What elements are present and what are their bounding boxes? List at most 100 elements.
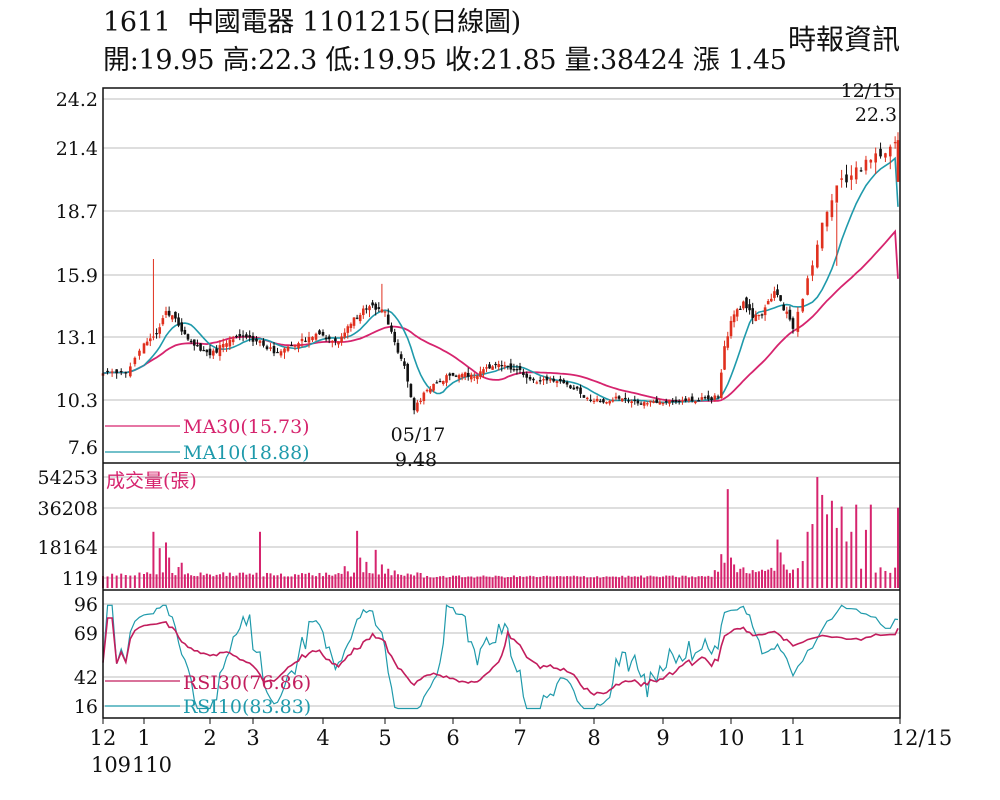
candle-body xyxy=(595,398,599,402)
volume-bar xyxy=(704,576,707,588)
volume-bar xyxy=(442,575,445,588)
volume-bar xyxy=(535,577,538,588)
candle-body xyxy=(611,399,615,402)
volume-bar xyxy=(665,575,668,588)
candle-body xyxy=(512,369,516,371)
candle xyxy=(352,317,356,329)
low-date-label: 05/17 xyxy=(391,424,446,446)
candle xyxy=(850,165,853,190)
volume-bar xyxy=(248,573,251,588)
panel-frames xyxy=(102,87,901,719)
candle-body xyxy=(272,346,276,354)
candle xyxy=(192,339,196,351)
candle xyxy=(346,324,350,339)
candle xyxy=(515,364,519,375)
candle-body xyxy=(324,337,328,340)
volume-bar xyxy=(726,489,729,588)
stock-code: 1611 xyxy=(103,7,171,38)
candle xyxy=(377,302,381,312)
candle-body xyxy=(457,375,461,379)
volume-bar xyxy=(455,575,458,588)
candle-body xyxy=(167,310,171,316)
candle xyxy=(545,374,549,384)
candle-body xyxy=(869,159,873,163)
candle xyxy=(314,332,318,342)
candle-body xyxy=(231,339,235,343)
candle xyxy=(218,340,222,361)
rsi-y-tick: 42 xyxy=(74,667,98,689)
rsi10-legend: RSI10(83.83) xyxy=(183,696,311,718)
candle-body xyxy=(148,338,152,342)
candle xyxy=(697,397,700,402)
volume-bar xyxy=(633,576,636,588)
candle-body xyxy=(208,348,212,356)
candle xyxy=(624,392,627,404)
volume-bar xyxy=(297,574,300,588)
candle-body xyxy=(791,318,795,329)
volume-bar xyxy=(640,575,643,588)
volume-bar xyxy=(158,548,161,588)
candle xyxy=(751,302,754,325)
candle-body xyxy=(763,307,767,316)
volume-bar xyxy=(259,531,261,588)
candle xyxy=(830,193,834,221)
volume-bar xyxy=(569,576,572,588)
volume-bar xyxy=(432,577,435,588)
candle xyxy=(552,375,555,383)
change-value: 1.45 xyxy=(727,45,787,76)
candle-body xyxy=(304,340,307,342)
volume-bar xyxy=(269,573,272,588)
candle-body xyxy=(352,317,356,326)
candle xyxy=(290,341,293,347)
candle xyxy=(694,400,697,405)
candle xyxy=(380,283,384,314)
candle xyxy=(592,398,596,405)
candle xyxy=(864,155,868,175)
volume-bar xyxy=(764,570,767,588)
candle xyxy=(503,361,507,370)
candle xyxy=(661,401,665,406)
candle xyxy=(649,400,652,407)
candle-body xyxy=(180,322,184,332)
volume-bar xyxy=(476,576,479,588)
candle xyxy=(251,332,255,346)
x-tick-label: 3 xyxy=(246,726,259,750)
candle xyxy=(416,400,419,413)
candle-body xyxy=(742,301,745,309)
candle-body xyxy=(215,348,218,353)
volume-bar xyxy=(748,573,751,588)
candle xyxy=(569,384,572,390)
candle-body xyxy=(589,399,592,401)
candle-body xyxy=(300,338,304,342)
candle-body xyxy=(850,175,853,180)
candle xyxy=(671,397,675,405)
volume-bar xyxy=(864,529,867,588)
candle-body xyxy=(225,343,228,347)
volume-bar xyxy=(894,567,897,588)
volume-bar xyxy=(599,577,602,588)
candle xyxy=(639,401,643,406)
candle xyxy=(735,307,739,322)
volume-bar xyxy=(855,504,858,588)
volume-bar xyxy=(362,572,365,588)
candle-body xyxy=(406,363,409,382)
volume-bar xyxy=(177,567,180,588)
volume-bar xyxy=(470,576,473,588)
candle-body xyxy=(377,307,381,309)
candle xyxy=(343,328,346,340)
volume-bar xyxy=(315,576,317,588)
volume-bar xyxy=(467,576,470,588)
volume-bar xyxy=(429,577,432,588)
volume-bar xyxy=(165,542,167,588)
volume-bar xyxy=(643,577,646,588)
volume-bar xyxy=(400,574,403,588)
candle-body xyxy=(138,350,141,356)
price-y-tick: 18.7 xyxy=(56,201,98,223)
candle xyxy=(726,331,730,351)
volume-bar xyxy=(353,572,355,588)
candle xyxy=(161,315,165,327)
volume-bar xyxy=(461,577,464,588)
candle xyxy=(742,300,745,311)
candle xyxy=(760,313,764,319)
candle xyxy=(512,363,516,372)
